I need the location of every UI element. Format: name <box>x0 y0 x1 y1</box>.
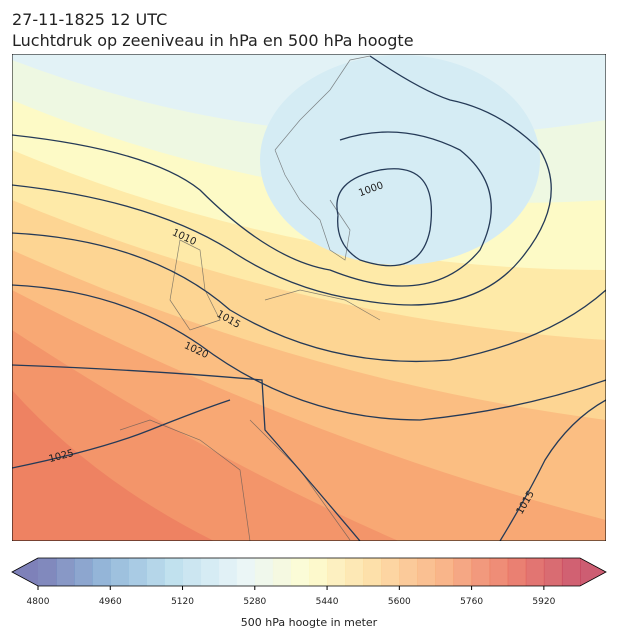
colorbar-segment <box>254 558 274 586</box>
colorbar: 4800 4960 5120 5280 5440 5600 5760 5920 <box>11 557 607 607</box>
map-area <box>12 54 606 541</box>
colorbar-segment <box>525 558 545 586</box>
colorbar-tick-label: 5120 <box>171 597 194 607</box>
colorbar-tick-label: 5440 <box>316 597 339 607</box>
colorbar-segment <box>290 558 310 586</box>
colorbar-segment <box>507 558 527 586</box>
colorbar-segment <box>309 558 328 586</box>
colorbar-segment <box>56 558 75 586</box>
colorbar-segment <box>327 558 346 586</box>
colorbar-segment <box>74 558 93 586</box>
colorbar-tick-label: 5760 <box>460 597 483 607</box>
colorbar-tick-label: 5920 <box>532 597 555 607</box>
colorbar-segment <box>146 558 165 586</box>
colorbar-segment <box>381 558 400 586</box>
map-title: Luchtdruk op zeeniveau in hPa en 500 hPa… <box>12 31 414 50</box>
colorbar-segment <box>453 558 473 586</box>
colorbar-outline <box>11 557 607 587</box>
colorbar-segment <box>561 558 581 586</box>
colorbar-segment <box>164 558 184 586</box>
colorbar-segment <box>345 558 364 586</box>
colorbar-segment <box>543 558 563 586</box>
colorbar-segment <box>417 558 436 586</box>
colorbar-segment <box>200 558 220 586</box>
colorbar-segment <box>218 558 238 586</box>
colorbar-segment <box>489 558 509 586</box>
colorbar-segment <box>182 558 202 586</box>
colorbar-segment <box>236 558 256 586</box>
colorbar-tick-label: 5280 <box>243 597 266 607</box>
colorbar-segment <box>110 558 129 586</box>
colorbar-segment <box>435 558 455 586</box>
colorbar-segment <box>363 558 382 586</box>
colorbar-tick-label: 4960 <box>99 597 122 607</box>
isobars <box>12 55 606 541</box>
band <box>260 55 540 265</box>
colorbar-tick-label: 5600 <box>388 597 411 607</box>
colorbar-segment <box>92 558 111 586</box>
colorbar-tick-label: 4800 <box>27 597 50 607</box>
colorbar-label: 500 hPa hoogte in meter <box>241 616 378 629</box>
colorbar-segment <box>128 558 147 586</box>
colorbar-extend-low <box>12 558 38 586</box>
time-title: 27-11-1825 12 UTC <box>12 10 167 29</box>
colorbar-segment <box>38 558 57 586</box>
colorbar-segment <box>399 558 418 586</box>
colorbar-segment <box>471 558 491 586</box>
colorbar-segment <box>272 558 292 586</box>
colorbar-extend-high <box>580 558 606 586</box>
